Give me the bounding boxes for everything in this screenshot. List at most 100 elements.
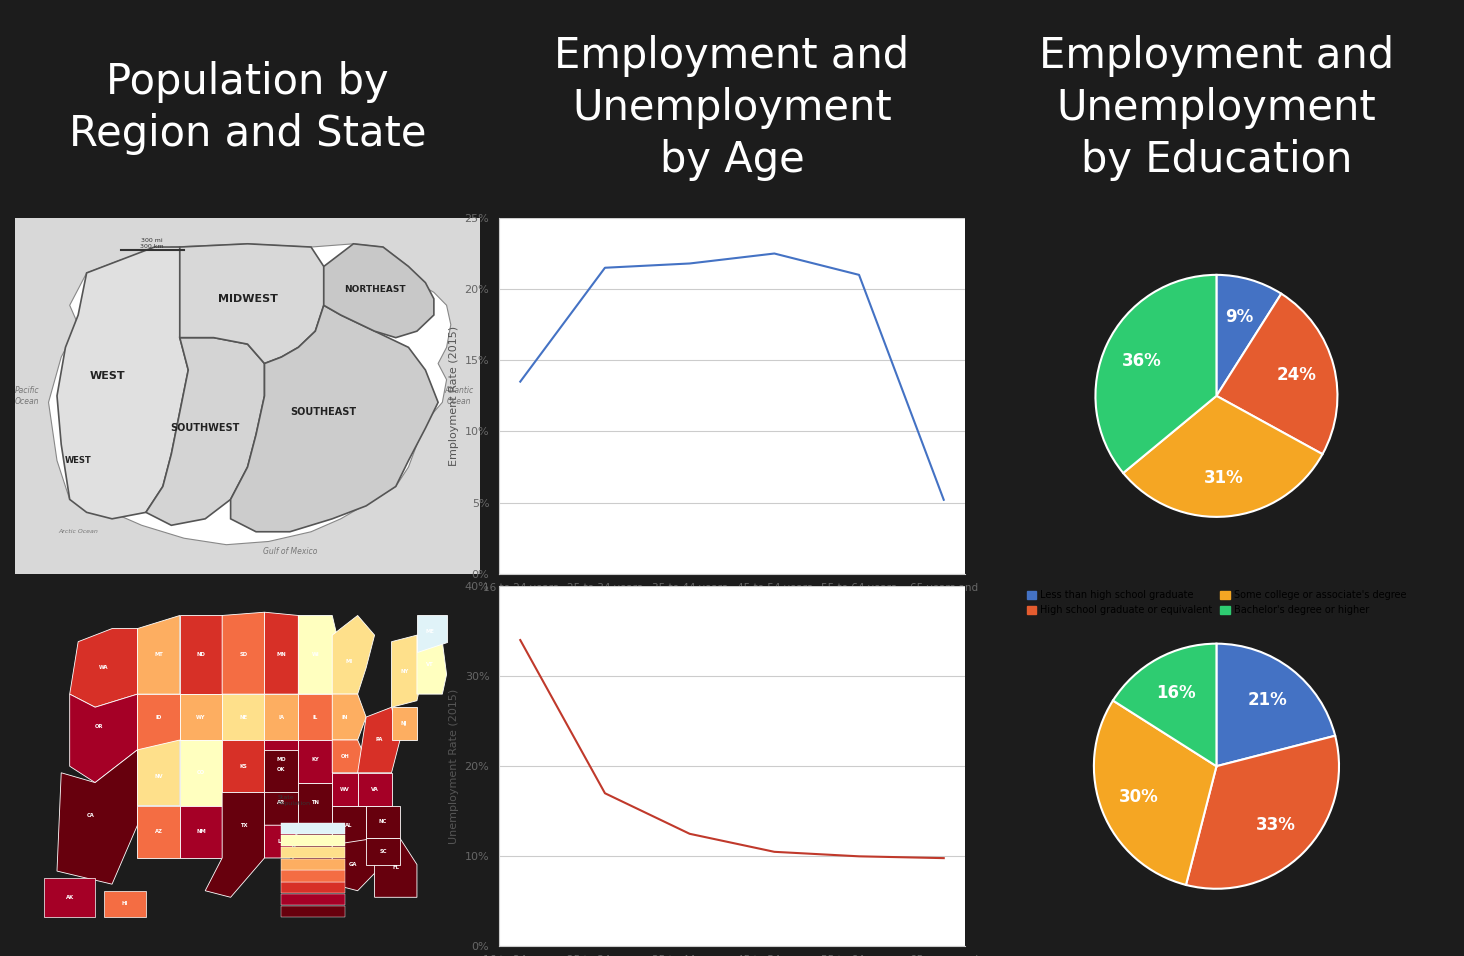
Polygon shape — [70, 629, 138, 707]
Polygon shape — [104, 891, 146, 917]
Text: State
Population: State Population — [277, 794, 310, 806]
Text: VT: VT — [426, 663, 433, 667]
Bar — [281, 823, 346, 835]
Text: KS: KS — [240, 764, 247, 769]
Text: Arctic Ocean: Arctic Ocean — [59, 530, 98, 534]
Text: ME: ME — [425, 629, 435, 635]
Text: SC: SC — [379, 849, 386, 854]
Text: 24%: 24% — [1277, 366, 1316, 384]
Polygon shape — [180, 616, 223, 694]
Y-axis label: Unemployment Rate (2015): Unemployment Rate (2015) — [449, 688, 460, 844]
Text: Employment and
Unemployment
by Age: Employment and Unemployment by Age — [555, 34, 909, 181]
Text: NM: NM — [196, 829, 206, 835]
Polygon shape — [265, 612, 299, 694]
Text: SD: SD — [239, 652, 247, 658]
Y-axis label: Employment Rate (2015): Employment Rate (2015) — [449, 326, 460, 466]
Text: VA: VA — [370, 787, 379, 792]
Text: TN: TN — [312, 800, 319, 805]
Polygon shape — [265, 825, 299, 858]
Wedge shape — [1113, 643, 1217, 766]
Polygon shape — [223, 612, 265, 694]
Text: ID: ID — [155, 714, 163, 720]
Polygon shape — [44, 878, 95, 917]
Text: TX: TX — [240, 823, 247, 828]
Text: IN: IN — [341, 714, 348, 720]
Text: MIDWEST: MIDWEST — [218, 293, 278, 304]
Text: NV: NV — [154, 773, 163, 778]
Text: AZ: AZ — [155, 829, 163, 835]
Polygon shape — [332, 616, 375, 694]
Polygon shape — [366, 838, 400, 864]
Text: NJ: NJ — [401, 721, 407, 727]
Text: 33%: 33% — [1256, 816, 1296, 835]
Polygon shape — [70, 694, 138, 783]
Wedge shape — [1123, 396, 1322, 517]
Text: PA: PA — [375, 737, 382, 743]
Text: NE: NE — [239, 714, 247, 720]
Polygon shape — [138, 694, 180, 750]
Polygon shape — [231, 305, 438, 532]
Text: MI: MI — [346, 659, 353, 663]
Text: IA: IA — [278, 714, 284, 720]
Text: 21%: 21% — [1247, 691, 1287, 709]
Polygon shape — [57, 247, 189, 519]
Wedge shape — [1094, 701, 1217, 885]
Polygon shape — [265, 750, 299, 793]
Polygon shape — [357, 707, 400, 772]
Bar — [281, 858, 346, 870]
Text: Pacific
Ocean: Pacific Ocean — [15, 386, 40, 405]
Text: 31%: 31% — [1205, 468, 1244, 487]
Wedge shape — [1217, 643, 1335, 766]
Text: CO: CO — [196, 771, 205, 775]
Bar — [281, 882, 346, 893]
Text: NC: NC — [379, 819, 386, 824]
Text: MT: MT — [154, 652, 163, 658]
Text: AK: AK — [66, 895, 73, 900]
Text: Gulf of Mexico: Gulf of Mexico — [262, 547, 318, 555]
Polygon shape — [417, 616, 447, 652]
Polygon shape — [366, 806, 400, 838]
Polygon shape — [223, 740, 265, 793]
X-axis label: Age: Age — [720, 610, 744, 623]
Text: AR: AR — [277, 800, 285, 805]
Text: SOUTHWEST: SOUTHWEST — [170, 424, 240, 433]
Wedge shape — [1186, 736, 1340, 889]
Polygon shape — [391, 707, 417, 740]
Polygon shape — [299, 694, 332, 740]
Polygon shape — [180, 694, 223, 740]
Polygon shape — [299, 740, 332, 783]
Polygon shape — [138, 806, 180, 858]
Wedge shape — [1217, 293, 1338, 454]
Text: KY: KY — [312, 757, 319, 762]
Polygon shape — [48, 244, 451, 545]
Text: 300 mi
300 km: 300 mi 300 km — [141, 238, 164, 250]
Text: MS: MS — [306, 849, 316, 854]
Polygon shape — [205, 793, 265, 898]
Text: GA: GA — [350, 862, 357, 867]
Text: WA: WA — [98, 665, 108, 670]
Polygon shape — [146, 337, 265, 525]
Polygon shape — [332, 806, 366, 845]
Polygon shape — [332, 694, 366, 740]
Text: IL: IL — [313, 714, 318, 720]
Text: 30%: 30% — [1118, 788, 1159, 806]
Text: WEST: WEST — [89, 372, 126, 381]
Bar — [281, 905, 346, 917]
Text: WV: WV — [340, 787, 350, 792]
Text: MO: MO — [277, 757, 287, 762]
Legend: Less than high school graduate, High school graduate or equivalent, Some college: Less than high school graduate, High sch… — [1023, 586, 1410, 619]
Polygon shape — [223, 694, 265, 740]
Text: Atlantic
Ocean: Atlantic Ocean — [445, 386, 474, 405]
Text: NY: NY — [400, 668, 408, 674]
Text: OK: OK — [277, 767, 285, 772]
Polygon shape — [375, 838, 417, 898]
Polygon shape — [57, 750, 138, 884]
Polygon shape — [265, 783, 299, 825]
Text: HI: HI — [122, 902, 127, 906]
Polygon shape — [138, 740, 180, 806]
Polygon shape — [332, 772, 357, 806]
Text: ND: ND — [196, 652, 205, 658]
Polygon shape — [180, 244, 324, 363]
Polygon shape — [265, 694, 299, 740]
Text: 16%: 16% — [1157, 684, 1196, 703]
